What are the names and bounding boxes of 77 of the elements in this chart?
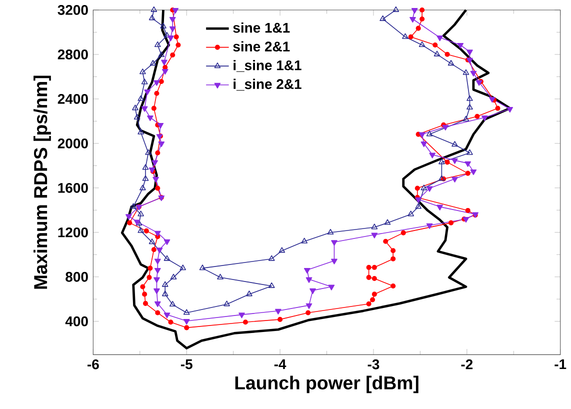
x-axis-title: Launch power [dBm] bbox=[235, 376, 418, 394]
point bbox=[150, 6, 158, 12]
point bbox=[438, 158, 445, 164]
point bbox=[327, 228, 334, 234]
point bbox=[183, 309, 190, 315]
x-tick-label: -5 bbox=[180, 359, 192, 370]
y-tick-label: 2800 bbox=[58, 49, 88, 60]
point bbox=[380, 15, 386, 21]
point bbox=[140, 184, 146, 190]
x-tick-label: -2 bbox=[461, 359, 473, 370]
point bbox=[158, 51, 165, 57]
point bbox=[170, 274, 177, 280]
point bbox=[140, 68, 146, 74]
y-tick-label: 2400 bbox=[58, 94, 88, 104]
y-tick-label: 3200 bbox=[58, 4, 88, 15]
x-tick-label: -1 bbox=[554, 359, 566, 369]
point bbox=[301, 238, 308, 244]
point bbox=[438, 175, 445, 181]
point bbox=[371, 224, 378, 230]
point bbox=[268, 282, 275, 288]
point bbox=[130, 203, 137, 209]
point bbox=[408, 210, 414, 216]
point bbox=[142, 175, 149, 181]
point bbox=[142, 164, 149, 170]
point bbox=[462, 69, 470, 75]
point bbox=[426, 130, 433, 136]
point bbox=[138, 227, 144, 233]
y-tick-label: 400 bbox=[65, 316, 88, 326]
point bbox=[164, 32, 170, 38]
legend-label: sine 2&1 bbox=[233, 41, 290, 52]
point bbox=[164, 255, 170, 261]
point bbox=[420, 184, 428, 190]
point bbox=[162, 290, 168, 296]
legend-label: i_sine 1&1 bbox=[234, 60, 302, 72]
y-tick-label: 1200 bbox=[58, 227, 88, 238]
point bbox=[180, 264, 186, 270]
point bbox=[217, 274, 224, 280]
point bbox=[224, 300, 230, 306]
point bbox=[415, 203, 422, 209]
point bbox=[268, 255, 275, 261]
point bbox=[199, 264, 206, 270]
point bbox=[418, 41, 426, 47]
point bbox=[148, 238, 156, 244]
point bbox=[145, 149, 152, 155]
point bbox=[434, 50, 440, 56]
point bbox=[141, 78, 148, 84]
point bbox=[466, 149, 473, 155]
y-tick-label: 800 bbox=[66, 272, 88, 282]
point bbox=[162, 281, 168, 287]
point bbox=[134, 114, 140, 120]
point bbox=[148, 14, 156, 20]
y-tick-label: 2000 bbox=[58, 138, 88, 148]
point bbox=[466, 95, 473, 101]
point bbox=[150, 60, 156, 66]
point bbox=[154, 41, 161, 47]
point bbox=[278, 247, 286, 253]
point bbox=[466, 104, 473, 110]
point bbox=[169, 300, 176, 306]
x-tick-label: -4 bbox=[274, 359, 286, 369]
point bbox=[138, 128, 144, 134]
point bbox=[384, 219, 391, 225]
x-tick-label: -3 bbox=[368, 359, 380, 370]
legend-label: sine 1&1 bbox=[233, 22, 290, 33]
point bbox=[448, 60, 454, 66]
x-tick-label: -6 bbox=[88, 359, 99, 370]
y-tick-label: 1600 bbox=[58, 182, 88, 193]
point bbox=[402, 33, 408, 39]
point bbox=[392, 6, 400, 12]
point bbox=[246, 290, 252, 296]
legend-label: i_sine 2&1 bbox=[234, 78, 302, 91]
point bbox=[462, 116, 470, 122]
point bbox=[132, 104, 138, 110]
point bbox=[138, 210, 144, 216]
point bbox=[160, 22, 166, 28]
point bbox=[138, 95, 144, 101]
point bbox=[452, 140, 458, 147]
y-axis-title: Maximum RDPS [ps/nm] bbox=[34, 76, 51, 289]
